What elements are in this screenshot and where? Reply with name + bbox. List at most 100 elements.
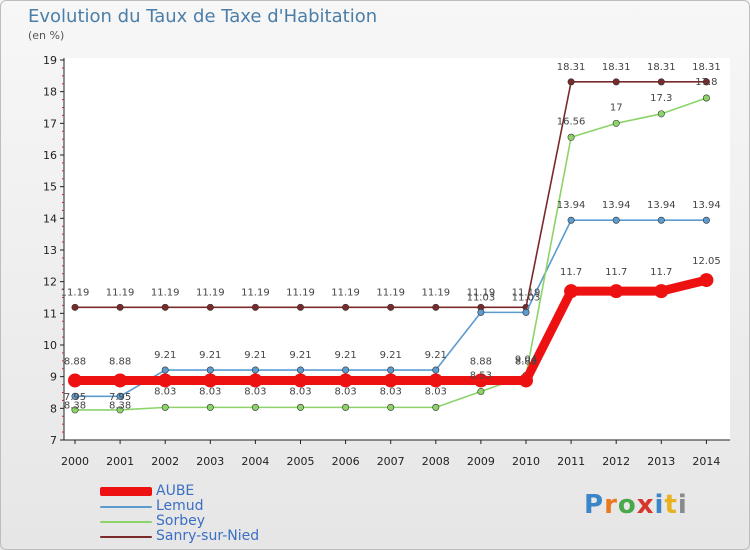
- data-point: [203, 373, 218, 388]
- data-point: [567, 133, 575, 141]
- legend-swatch: [100, 487, 152, 496]
- data-label: 8.03: [380, 386, 402, 397]
- x-tick-label: 2003: [196, 455, 224, 468]
- data-label: 8.03: [154, 386, 176, 397]
- data-point: [612, 119, 620, 127]
- x-tick-label: 2007: [377, 455, 405, 468]
- data-point: [432, 303, 440, 311]
- y-tick-label: 11: [43, 307, 57, 320]
- data-point: [251, 366, 259, 374]
- data-point: [522, 308, 530, 316]
- chart-title: Evolution du Taux de Taxe d'Habitation: [28, 6, 378, 27]
- y-tick-label: 15: [43, 181, 57, 194]
- data-point: [296, 303, 304, 311]
- data-label: 11.19: [241, 287, 270, 298]
- data-label: 9.04: [515, 354, 537, 365]
- data-label: 11.7: [605, 267, 627, 278]
- data-point: [161, 303, 169, 311]
- legend-label: Lemud: [156, 498, 204, 514]
- data-point: [477, 308, 485, 316]
- data-point: [71, 406, 79, 414]
- data-point: [657, 78, 665, 86]
- data-label: 8.53: [470, 371, 492, 382]
- data-label: 18.31: [557, 62, 586, 73]
- data-point: [567, 216, 575, 224]
- data-label: 9.21: [289, 350, 311, 361]
- data-point: [296, 366, 304, 374]
- data-point: [432, 403, 440, 411]
- data-label: 7.95: [109, 392, 131, 403]
- data-point: [432, 366, 440, 374]
- data-label: 11.19: [61, 287, 90, 298]
- data-point: [612, 216, 620, 224]
- data-label: 13.94: [647, 200, 676, 211]
- data-point: [519, 373, 533, 388]
- data-label: 11.7: [650, 267, 672, 278]
- data-label: 8.03: [289, 386, 311, 397]
- data-label: 8.88: [470, 356, 492, 367]
- data-label: 9.21: [334, 350, 356, 361]
- data-point: [158, 373, 173, 388]
- data-label: 13.94: [557, 200, 586, 211]
- data-label: 8.88: [515, 356, 537, 367]
- x-tick-label: 2014: [692, 455, 720, 468]
- data-label: 8.88: [64, 356, 86, 367]
- data-point: [206, 366, 214, 374]
- data-label: 18.31: [647, 62, 676, 73]
- legend-label: Sorbey: [156, 513, 205, 529]
- data-point: [612, 78, 620, 86]
- data-label: 11.19: [512, 287, 541, 298]
- data-point: [609, 284, 624, 299]
- data-label: 8.03: [425, 386, 447, 397]
- data-point: [116, 406, 124, 414]
- data-point: [342, 403, 350, 411]
- data-label: 8.88: [109, 356, 131, 367]
- data-point: [161, 403, 169, 411]
- x-tick-label: 2010: [512, 455, 540, 468]
- data-point: [116, 392, 124, 400]
- data-point: [387, 303, 395, 311]
- data-point: [477, 388, 485, 396]
- data-label: 11.19: [151, 287, 180, 298]
- data-point: [657, 216, 665, 224]
- data-point: [206, 303, 214, 311]
- data-point: [564, 284, 579, 299]
- data-label: 17: [610, 102, 623, 113]
- data-point: [342, 366, 350, 374]
- data-point: [116, 303, 124, 311]
- data-label: 9.21: [244, 350, 266, 361]
- data-label: 7.95: [64, 392, 86, 403]
- y-tick-label: 12: [43, 276, 57, 289]
- y-tick-label: 8: [50, 402, 57, 415]
- x-tick-label: 2000: [61, 455, 89, 468]
- data-point: [342, 303, 350, 311]
- legend: AUBE Lemud Sorbey Sanry-sur-Nied: [100, 484, 259, 544]
- legend-item: Sanry-sur-Nied: [100, 529, 259, 544]
- x-tick-label: 2012: [602, 455, 630, 468]
- x-tick-label: 2008: [422, 455, 450, 468]
- data-point: [296, 403, 304, 411]
- y-tick-label: 13: [43, 244, 57, 257]
- data-point: [702, 216, 710, 224]
- data-point: [71, 303, 79, 311]
- data-point: [251, 303, 259, 311]
- y-tick-label: 18: [43, 86, 57, 99]
- data-point: [699, 273, 714, 288]
- data-label: 18.31: [692, 62, 721, 73]
- data-point: [293, 373, 308, 388]
- x-tick-label: 2002: [151, 455, 179, 468]
- data-point: [71, 392, 79, 400]
- legend-swatch: [100, 505, 152, 508]
- x-tick-label: 2006: [332, 455, 360, 468]
- y-tick-label: 10: [43, 339, 57, 352]
- data-label: 11.19: [196, 287, 225, 298]
- data-label: 16.56: [557, 116, 586, 127]
- data-label: 11.19: [106, 287, 135, 298]
- data-point: [567, 78, 575, 86]
- data-point: [68, 373, 82, 388]
- y-tick-label: 14: [43, 212, 57, 225]
- data-label: 8.38: [64, 400, 86, 411]
- data-label: 11.03: [512, 292, 541, 303]
- data-label: 8.03: [334, 386, 356, 397]
- x-tick-label: 2009: [467, 455, 495, 468]
